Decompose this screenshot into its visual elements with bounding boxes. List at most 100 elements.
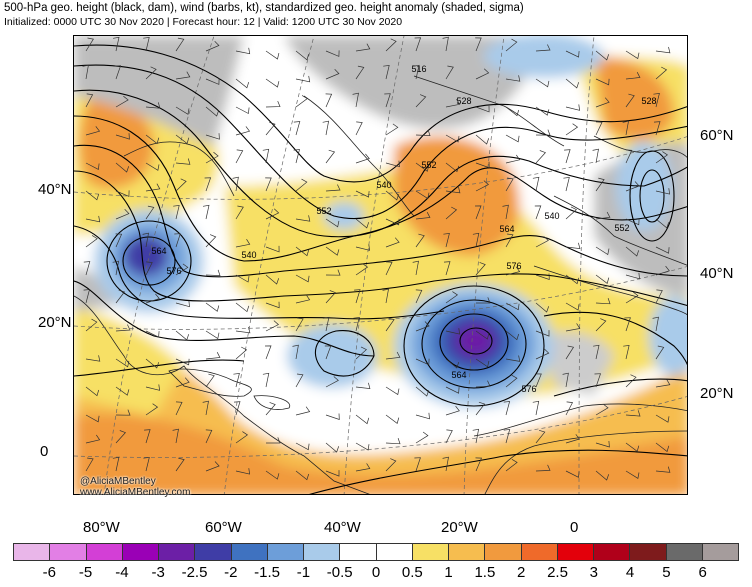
wind-barb	[355, 153, 370, 164]
wind-barb	[325, 69, 340, 80]
credit-url: www.AliciaMBentley.com	[80, 487, 191, 498]
wind-barb	[85, 37, 94, 52]
wind-barb	[652, 316, 659, 332]
wind-barb	[262, 372, 270, 388]
wind-barb	[142, 232, 149, 248]
colorbar-swatch	[14, 544, 51, 560]
colorbar-swatch	[340, 544, 377, 560]
wind-barb	[415, 162, 430, 172]
chart-subtitle: Initialized: 0000 UTC 30 Nov 2020 | Fore…	[4, 16, 403, 28]
wind-barb	[295, 178, 308, 192]
colorbar-tick-label: -0.5	[326, 564, 353, 581]
wind-barb	[325, 442, 340, 453]
wind-barb	[655, 218, 670, 229]
wind-barb	[145, 134, 160, 145]
wind-barb	[475, 37, 482, 52]
wind-barb	[505, 355, 521, 362]
wind-barb	[355, 442, 370, 451]
wind-barb	[445, 206, 458, 220]
wind-barb	[175, 401, 183, 416]
wind-barb	[145, 358, 160, 369]
wind-barb	[535, 464, 551, 472]
wind-barb	[595, 177, 605, 192]
wind-barb	[265, 78, 280, 88]
wind-barb	[175, 330, 190, 341]
wind-barb	[85, 318, 98, 332]
wind-barb	[445, 429, 453, 444]
wind-barb	[295, 274, 310, 283]
wind-barb	[385, 218, 400, 226]
wind-barb	[505, 75, 521, 82]
wind-barb	[625, 50, 640, 60]
colorbar-swatch	[449, 544, 486, 560]
wind-barb	[565, 123, 579, 136]
wind-barb	[505, 177, 514, 192]
lat-label-left-3: 0	[40, 443, 49, 460]
wind-barb	[564, 149, 571, 164]
wind-barb	[385, 386, 400, 396]
wind-barb	[265, 50, 280, 60]
wind-barb	[472, 232, 480, 248]
colorbar	[13, 543, 739, 561]
wind-barb	[325, 269, 341, 276]
wind-barb	[292, 344, 299, 360]
map-graphic: 5165285405525645765405525285405525645765…	[74, 36, 687, 494]
wind-barb	[595, 121, 603, 136]
wind-barb	[445, 65, 454, 80]
contour-label: 552	[421, 160, 436, 170]
wind-barb	[655, 289, 663, 304]
wind-barb	[143, 36, 150, 52]
wind-barb	[202, 204, 210, 220]
lon-label-2: 60°W	[205, 519, 242, 536]
wind-barb	[535, 273, 550, 280]
wind-barb	[415, 431, 429, 444]
wind-barb	[324, 345, 332, 360]
wind-barb	[115, 430, 127, 444]
colorbar-swatch	[485, 544, 522, 560]
wind-barb	[562, 372, 569, 388]
wind-barb	[655, 379, 671, 388]
lon-label-1: 80°W	[83, 519, 120, 536]
wind-barb	[415, 212, 431, 220]
contour-label: 564	[151, 246, 166, 256]
wind-barb	[595, 246, 610, 256]
wind-barb	[625, 218, 640, 226]
wind-barb	[145, 183, 161, 192]
wind-barb	[205, 429, 213, 444]
wind-barb	[595, 97, 610, 108]
colorbar-swatch	[122, 544, 159, 560]
wind-barb	[295, 470, 310, 481]
lon-label-5: 0	[570, 519, 579, 536]
wind-barb	[85, 355, 101, 362]
wind-barb	[175, 263, 189, 276]
wind-barb	[235, 106, 250, 115]
wind-barb	[115, 409, 131, 416]
colorbar-tick-label: 1	[444, 564, 453, 581]
colorbar-tick-label: 3	[589, 564, 598, 581]
wind-barb	[535, 373, 542, 388]
wind-barb	[475, 180, 490, 192]
contour-label: 540	[376, 180, 391, 190]
wind-barb	[205, 133, 220, 140]
wind-barb	[85, 126, 101, 136]
wind-barb	[565, 401, 574, 416]
wind-barb	[325, 376, 339, 388]
wind-barb	[565, 470, 580, 478]
wind-barb	[205, 461, 220, 472]
colorbar-swatch	[630, 544, 667, 560]
wind-barb	[445, 291, 459, 304]
wind-barb	[354, 289, 361, 304]
colorbar-swatch	[86, 544, 123, 560]
wind-barb	[535, 106, 550, 116]
wind-barb	[625, 410, 641, 417]
contour-label: 576	[506, 261, 521, 271]
wind-barb	[145, 162, 160, 171]
wind-barb	[625, 272, 640, 280]
wind-barb	[595, 211, 611, 220]
wind-barb	[414, 457, 421, 472]
wind-barb	[655, 66, 668, 80]
wind-barb	[505, 154, 521, 164]
wind-barb	[83, 289, 90, 304]
colorbar-tick-label: 4	[625, 564, 635, 581]
wind-barb	[414, 37, 422, 52]
